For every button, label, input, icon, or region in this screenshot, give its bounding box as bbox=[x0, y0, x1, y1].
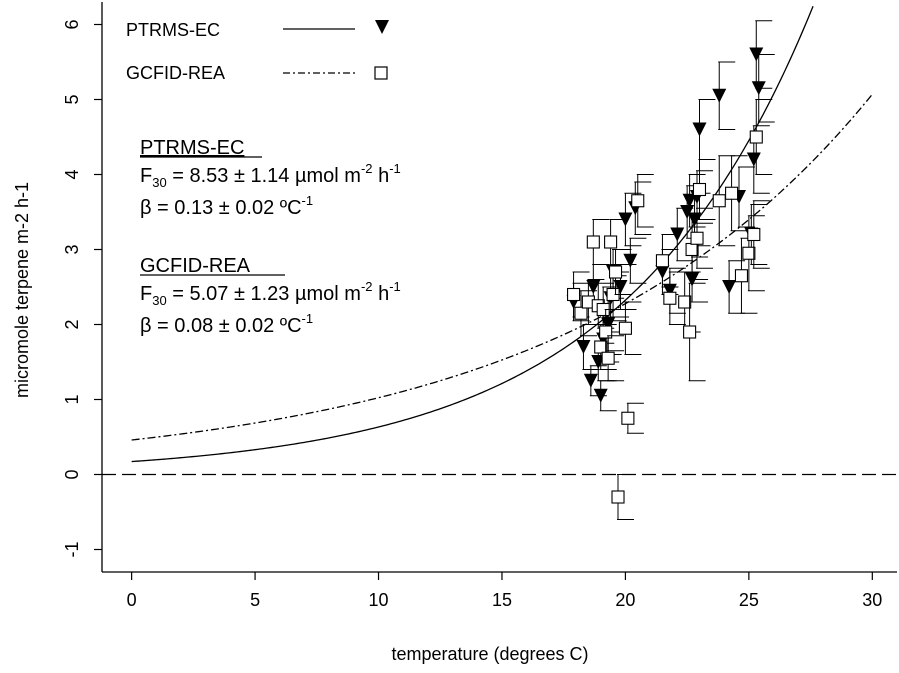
annotation-ptrms-f30: F30 = 8.53 ± 1.14 µmol m-2 h-1 bbox=[140, 161, 401, 190]
data-point-square bbox=[663, 291, 677, 305]
data-point-triangle bbox=[613, 280, 628, 294]
annotation-gcfid: GCFID-REA F30 = 5.07 ± 1.23 µmol m-2 h-1… bbox=[140, 255, 401, 337]
annotation-ptrms-title: PTRMS-EC bbox=[140, 137, 244, 159]
y-tick-label: 2 bbox=[62, 319, 82, 329]
data-point-triangle bbox=[749, 47, 764, 62]
x-tick-label: 30 bbox=[862, 590, 882, 610]
data-point-triangle bbox=[692, 122, 707, 137]
annotation-gcfid-f30: F30 = 5.07 ± 1.23 µmol m-2 h-1 bbox=[140, 279, 401, 308]
data-point-triangle bbox=[593, 388, 608, 403]
legend: PTRMS-EC GCFID-REA bbox=[126, 20, 389, 83]
y-tick-label: 5 bbox=[62, 94, 82, 104]
fit-curve-gcfid bbox=[131, 93, 873, 441]
data-point-square bbox=[690, 231, 704, 245]
data-point-triangle bbox=[623, 253, 638, 268]
series-gcfid bbox=[567, 99, 773, 520]
data-points-layer bbox=[566, 20, 775, 520]
data-point-square bbox=[678, 295, 692, 309]
legend-label-ptrms: PTRMS-EC bbox=[126, 20, 220, 40]
annotation-ptrms: PTRMS-EC F30 = 8.53 ± 1.14 µmol m-2 h-1 … bbox=[140, 137, 401, 219]
data-point-square bbox=[725, 186, 739, 200]
x-tick-label: 25 bbox=[739, 590, 759, 610]
data-point-triangle bbox=[576, 340, 591, 354]
data-point-triangle bbox=[712, 88, 727, 103]
annotation-gcfid-beta: β = 0.08 ± 0.02 ºC-1 bbox=[140, 311, 313, 337]
data-point-square bbox=[618, 321, 632, 335]
data-point-square bbox=[749, 130, 763, 144]
data-point-square bbox=[685, 242, 699, 257]
y-tick-label: 1 bbox=[62, 394, 82, 404]
data-point-square bbox=[683, 325, 697, 339]
x-tick-label: 5 bbox=[250, 590, 260, 610]
x-tick-label: 20 bbox=[615, 590, 635, 610]
x-tick-label: 0 bbox=[127, 590, 137, 610]
y-tick-label: 3 bbox=[62, 244, 82, 254]
x-tick-label: 15 bbox=[492, 590, 512, 610]
data-point-square bbox=[742, 246, 756, 260]
data-point-square bbox=[621, 411, 635, 425]
annotation-ptrms-beta: β = 0.13 ± 0.02 ºC-1 bbox=[140, 193, 313, 219]
data-point-triangle bbox=[583, 373, 598, 388]
data-point-square bbox=[594, 340, 608, 354]
x-tick-label: 10 bbox=[369, 590, 389, 610]
legend-marker-ptrms bbox=[375, 20, 389, 34]
axes-layer: 0 5 10 15 20 25 30 -1 0 1 2 3 4 5 6 bbox=[62, 2, 897, 610]
legend-label-gcfid: GCFID-REA bbox=[126, 63, 225, 83]
data-point-square bbox=[734, 269, 749, 283]
data-point-square bbox=[631, 194, 645, 208]
data-point-triangle bbox=[746, 152, 761, 167]
data-point-square bbox=[712, 194, 726, 208]
y-tick-label: 0 bbox=[62, 469, 82, 479]
legend-marker-gcfid bbox=[374, 66, 388, 80]
x-axis-label: temperature (degrees C) bbox=[391, 644, 588, 664]
data-point-square bbox=[655, 254, 670, 268]
data-point-triangle bbox=[680, 205, 695, 219]
y-tick-label: -1 bbox=[62, 541, 82, 557]
data-point-square bbox=[747, 227, 761, 242]
data-point-triangle bbox=[722, 280, 737, 294]
fit-curves-layer bbox=[131, 5, 873, 463]
data-point-square bbox=[604, 235, 618, 249]
data-point-square bbox=[608, 265, 623, 279]
data-point-square bbox=[692, 182, 707, 197]
data-point-square bbox=[611, 490, 625, 504]
data-point-triangle bbox=[751, 81, 766, 96]
y-axis-label: micromole terpene m-2 h-1 bbox=[12, 182, 32, 398]
y-tick-label: 6 bbox=[62, 19, 82, 29]
data-point-triangle bbox=[682, 193, 697, 208]
data-point-square bbox=[601, 351, 615, 365]
fit-curve-ptrms bbox=[131, 5, 814, 463]
data-point-square bbox=[599, 325, 613, 339]
data-point-triangle bbox=[586, 280, 601, 294]
y-tick-label: 4 bbox=[62, 169, 82, 179]
data-point-square bbox=[586, 235, 600, 249]
data-point-square bbox=[574, 306, 588, 320]
annotation-gcfid-title: GCFID-REA bbox=[140, 255, 251, 277]
data-point-square bbox=[567, 287, 581, 302]
